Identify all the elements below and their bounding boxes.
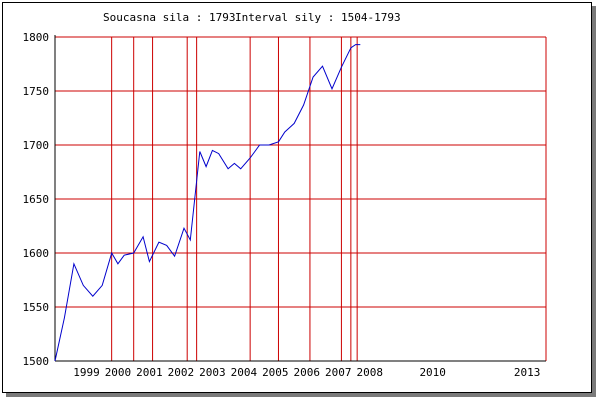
x-tick-label-2007: 2007: [325, 366, 352, 379]
x-tick-label-2013: 2013: [514, 366, 541, 379]
y-tick-label-1700: 1700: [23, 139, 50, 152]
x-tick-label-2008: 2008: [356, 366, 383, 379]
y-tick-label-1500: 1500: [23, 355, 50, 368]
x-tick-label-2001: 2001: [136, 366, 163, 379]
x-tick-label-2002: 2002: [168, 366, 195, 379]
y-tick-label-1800: 1800: [23, 31, 50, 44]
y-tick-label-1750: 1750: [23, 85, 50, 98]
x-tick-label-2000: 2000: [105, 366, 132, 379]
x-tick-label-2004: 2004: [231, 366, 258, 379]
x-tick-label-2003: 2003: [199, 366, 226, 379]
strength-line-chart: Soucasna sila : 1793 Interval sily : 150…: [23, 11, 547, 379]
y-tick-label-1600: 1600: [23, 247, 50, 260]
x-tick-label-2005: 2005: [262, 366, 289, 379]
series-line: [54, 44, 361, 362]
chart-frame: Soucasna sila : 1793 Interval sily : 150…: [2, 2, 592, 393]
y-tick-label-1650: 1650: [23, 193, 50, 206]
x-tick-label-2010: 2010: [419, 366, 446, 379]
x-tick-label-2006: 2006: [294, 366, 321, 379]
current-strength-label: Soucasna sila : 1793: [103, 11, 235, 24]
y-tick-label-1550: 1550: [23, 301, 50, 314]
x-tick-label-1999: 1999: [73, 366, 100, 379]
interval-label: Interval sily : 1504-1793: [235, 11, 401, 24]
